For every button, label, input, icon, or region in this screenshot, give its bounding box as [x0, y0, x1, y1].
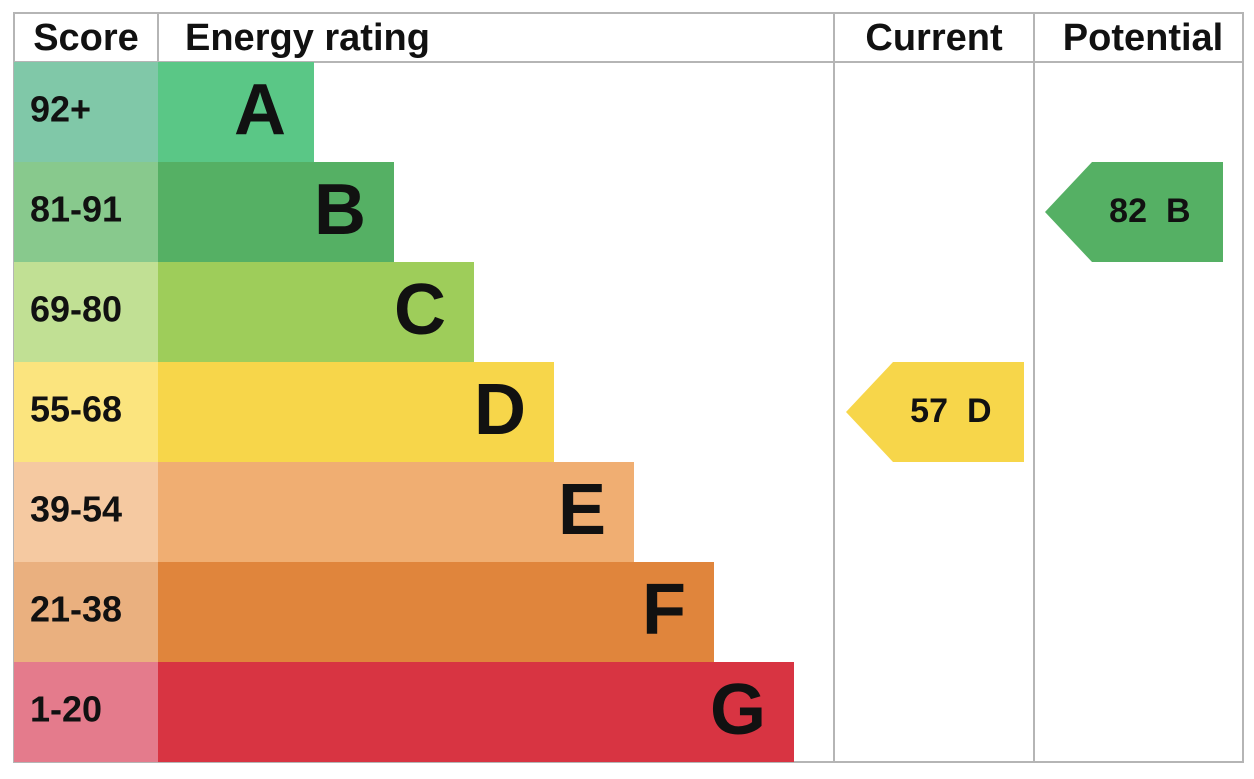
header-rating: Energy rating	[185, 17, 430, 59]
score-label: 21-38	[30, 589, 122, 630]
potential-letter: B	[1166, 192, 1191, 230]
score-cell	[14, 662, 158, 762]
score-cell	[14, 62, 158, 162]
rating-letter: F	[642, 570, 686, 650]
score-label: 55-68	[30, 389, 122, 430]
header-score: Score	[33, 17, 139, 59]
potential-value: 82	[1109, 192, 1147, 230]
rating-bar	[158, 362, 554, 462]
score-cell	[14, 162, 158, 262]
rating-letter: G	[710, 670, 766, 750]
rating-letter: B	[314, 170, 366, 250]
score-cell	[14, 462, 158, 562]
score-label: 81-91	[30, 189, 122, 230]
rating-bar	[158, 262, 474, 362]
rating-bar	[158, 462, 634, 562]
current-letter: D	[967, 392, 992, 430]
rating-bar	[158, 562, 714, 662]
current-value: 57	[910, 392, 948, 430]
current-arrow	[846, 362, 1024, 462]
score-cell	[14, 362, 158, 462]
score-cell	[14, 262, 158, 362]
rating-bar	[158, 662, 794, 762]
rating-letter: D	[474, 370, 526, 450]
rating-letter: E	[558, 470, 606, 550]
rating-bar	[158, 62, 314, 162]
score-label: 1-20	[30, 689, 102, 730]
rating-letter: A	[234, 70, 286, 150]
score-label: 39-54	[30, 489, 122, 530]
potential-arrow	[1045, 162, 1223, 262]
header-current: Current	[865, 17, 1003, 59]
header-potential: Potential	[1063, 17, 1223, 59]
score-label: 92+	[30, 89, 91, 130]
rating-bar	[158, 162, 394, 262]
score-label: 69-80	[30, 289, 122, 330]
rating-letter: C	[394, 270, 446, 350]
score-cell	[14, 562, 158, 662]
